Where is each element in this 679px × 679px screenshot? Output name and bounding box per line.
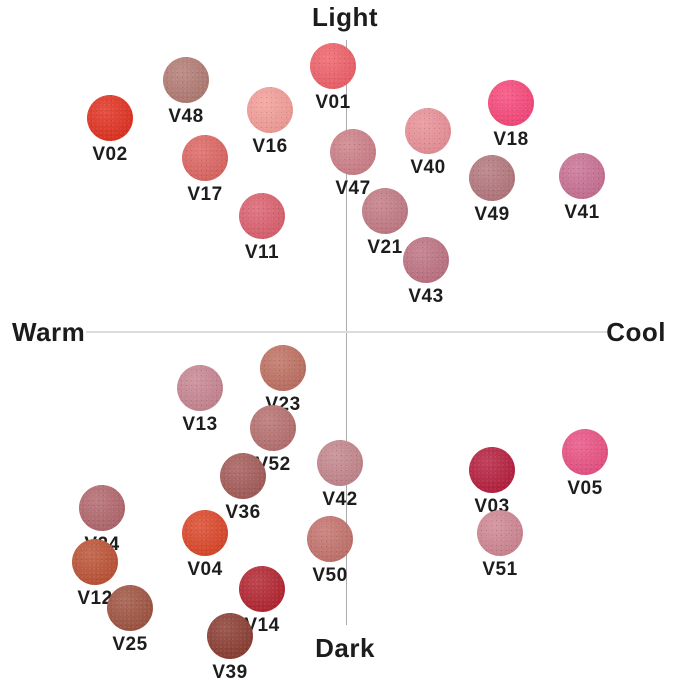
shade-swatch: V16	[234, 87, 306, 158]
shade-swatch: V51	[464, 510, 536, 581]
axis-label-cool: Cool	[606, 317, 666, 347]
shade-label: V05	[567, 478, 603, 499]
shade-dot	[469, 155, 515, 201]
shade-swatch: V17	[169, 135, 241, 206]
shade-label: V41	[564, 202, 600, 223]
shade-swatch: V25	[94, 585, 166, 656]
shade-dot	[182, 510, 228, 556]
shade-dot	[177, 365, 223, 411]
shade-dot	[488, 80, 534, 126]
shade-label: V25	[112, 634, 148, 655]
shade-swatch: V40	[392, 108, 464, 179]
axis-label-warm: Warm	[12, 317, 86, 347]
shade-swatch: V48	[150, 57, 222, 128]
shade-swatch: V04	[169, 510, 241, 581]
shade-swatch: V11	[226, 193, 298, 264]
shade-label: V14	[244, 615, 280, 636]
shade-label: V02	[92, 144, 128, 165]
shade-dot	[163, 57, 209, 103]
shade-label: V49	[474, 204, 510, 225]
shade-label: V17	[187, 184, 223, 205]
shade-swatch: V41	[546, 153, 618, 224]
shade-dot	[107, 585, 153, 631]
shade-swatch: V49	[456, 155, 528, 226]
shade-label: V40	[410, 157, 446, 178]
shade-swatch: V03	[456, 447, 528, 518]
shade-swatch: V18	[475, 80, 547, 151]
shade-swatch: V13	[164, 365, 236, 436]
shade-label: V11	[244, 242, 280, 263]
shade-swatch: V42	[304, 440, 376, 511]
shade-dot	[247, 87, 293, 133]
shade-dot	[317, 440, 363, 486]
shade-label: V50	[312, 565, 348, 586]
shade-swatch: V50	[294, 516, 366, 587]
axis-label-dark: Dark	[315, 633, 375, 663]
shade-swatch: V14	[226, 566, 298, 637]
shade-label: V47	[335, 178, 371, 199]
shade-label: V48	[168, 106, 204, 127]
shade-label: V01	[315, 92, 351, 113]
shade-label: V21	[367, 237, 403, 258]
shade-swatch: V23	[247, 345, 319, 416]
axis-label-light: Light	[311, 2, 379, 32]
shade-label: V51	[482, 559, 518, 580]
shade-dot	[207, 613, 253, 659]
shade-label: V43	[408, 286, 444, 307]
shade-dot	[72, 539, 118, 585]
shade-swatch: V12	[59, 539, 131, 610]
shade-dot	[220, 453, 266, 499]
shade-label: V16	[252, 136, 288, 157]
shade-swatch: V39	[194, 613, 266, 679]
shade-dot	[307, 516, 353, 562]
shade-swatch: V02	[74, 95, 146, 166]
shade-dot	[477, 510, 523, 556]
shade-swatch: V21	[349, 188, 421, 259]
shade-label: V18	[493, 129, 529, 150]
shade-dot	[469, 447, 515, 493]
shade-dot	[405, 108, 451, 154]
shade-swatch: V01	[297, 43, 369, 114]
shade-dot	[239, 566, 285, 612]
shade-label: V13	[182, 414, 218, 435]
shade-label: V39	[212, 662, 248, 679]
shade-label: V04	[187, 559, 223, 580]
shade-dot	[310, 43, 356, 89]
shade-dot	[182, 135, 228, 181]
shade-dot	[562, 429, 608, 475]
shade-dot	[79, 485, 125, 531]
shade-label: V36	[225, 502, 261, 523]
shade-dot	[559, 153, 605, 199]
shade-label: V42	[322, 489, 358, 510]
shade-dot	[403, 237, 449, 283]
shade-dot	[330, 129, 376, 175]
shade-dot	[87, 95, 133, 141]
shade-swatch: V47	[317, 129, 389, 200]
shade-dot	[239, 193, 285, 239]
shade-swatch: V43	[390, 237, 462, 308]
shade-dot	[362, 188, 408, 234]
shade-swatch: V36	[207, 453, 279, 524]
shade-dot	[260, 345, 306, 391]
warm-cool-axis-line	[86, 331, 608, 333]
shade-label: V12	[77, 588, 113, 609]
shade-swatch: V05	[549, 429, 621, 500]
shade-dot	[250, 405, 296, 451]
